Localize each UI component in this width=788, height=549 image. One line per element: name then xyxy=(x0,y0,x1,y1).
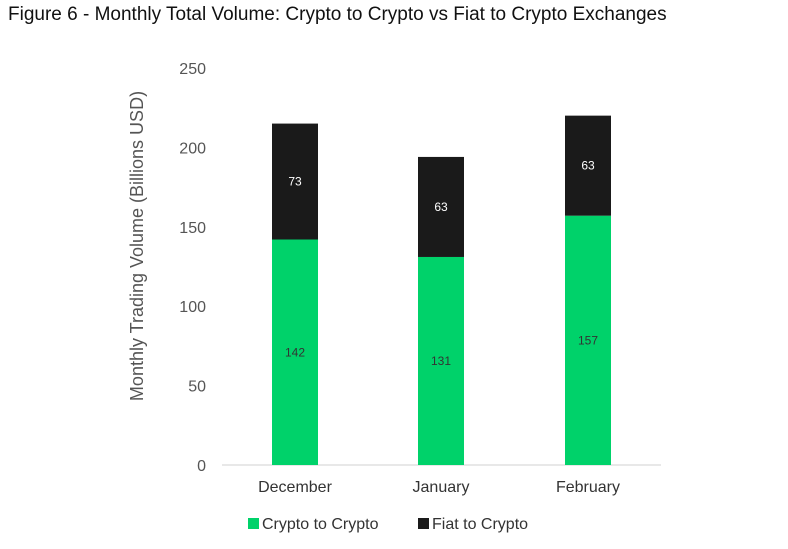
data-label: 63 xyxy=(581,159,595,173)
legend-label: Fiat to Crypto xyxy=(432,516,528,533)
data-label: 142 xyxy=(285,345,305,359)
data-label: 73 xyxy=(288,175,302,189)
data-label: 131 xyxy=(431,354,451,368)
bar-crypto-to-crypto xyxy=(418,256,464,465)
y-tick-label: 200 xyxy=(179,140,206,157)
category-label: February xyxy=(556,479,620,496)
bars: 142 73 131 63 157 63 xyxy=(272,115,611,465)
chart-title: Figure 6 - Monthly Total Volume: Crypto … xyxy=(8,4,667,25)
y-tick-label: 150 xyxy=(179,220,206,237)
legend-swatch xyxy=(248,518,259,529)
bar-crypto-to-crypto xyxy=(272,239,318,465)
y-ticks: 0 50 100 150 200 250 xyxy=(179,61,206,475)
y-axis-label: Monthly Trading Volume (Billions USD) xyxy=(127,91,147,401)
category-labels: December January February xyxy=(258,479,620,496)
category-label: January xyxy=(413,479,470,496)
y-tick-label: 50 xyxy=(188,379,206,396)
y-tick-label: 0 xyxy=(197,458,206,475)
bar-crypto-to-crypto xyxy=(565,215,611,465)
bar-fiat-to-crypto xyxy=(418,156,464,257)
bar-fiat-to-crypto xyxy=(565,115,611,216)
data-label: 157 xyxy=(578,333,598,347)
y-tick-label: 100 xyxy=(179,299,206,316)
data-label: 63 xyxy=(434,200,448,214)
y-tick-label: 250 xyxy=(179,61,206,78)
category-label: December xyxy=(258,479,332,496)
legend-label: Crypto to Crypto xyxy=(262,516,379,533)
legend-swatch xyxy=(418,518,429,529)
bar-fiat-to-crypto xyxy=(272,123,318,240)
legend: Crypto to Crypto Fiat to Crypto xyxy=(248,516,528,533)
